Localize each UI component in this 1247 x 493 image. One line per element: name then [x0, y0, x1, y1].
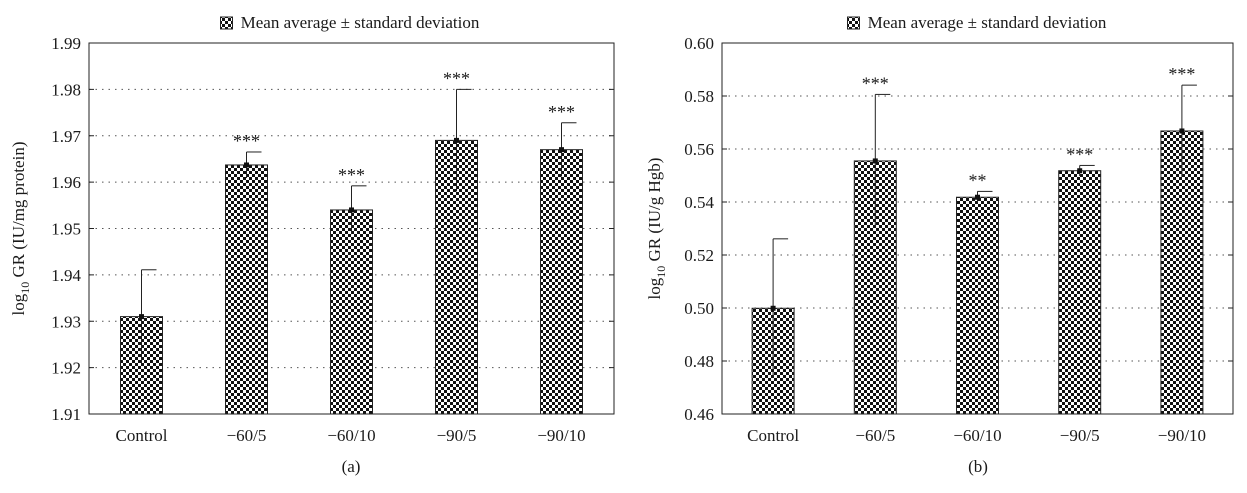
y-tick-label: 0.48 — [684, 352, 714, 371]
y-axis-label-subscript: 10 — [654, 266, 668, 278]
mean-marker — [139, 314, 144, 320]
y-axis-label-log: log — [9, 293, 28, 315]
y-tick-label: 1.98 — [51, 80, 81, 99]
y-axis-label: log10 GR (IU/mg protein) — [9, 142, 32, 316]
significance-label: *** — [338, 165, 365, 185]
mean-marker — [872, 158, 878, 164]
y-tick-label: 0.58 — [684, 87, 714, 106]
y-tick-label: 1.92 — [51, 359, 81, 378]
plot-frame — [88, 42, 615, 415]
x-tick-label: −60/10 — [953, 426, 1001, 445]
y-tick-label: 1.94 — [51, 266, 81, 285]
legend-label: Mean average ± standard deviation — [241, 13, 480, 32]
y-tick-label: 1.95 — [51, 220, 81, 239]
y-tick-label: 1.91 — [51, 405, 81, 424]
legend-swatch — [220, 16, 233, 30]
x-tick-label: −90/5 — [437, 426, 477, 445]
significance-label: ** — [969, 170, 987, 190]
mean-marker — [1077, 168, 1083, 174]
mean-marker — [559, 147, 564, 153]
y-axis-label-subscript: 10 — [18, 282, 32, 294]
significance-label: *** — [233, 131, 260, 151]
mean-marker — [349, 207, 354, 213]
y-tick-label: 0.54 — [684, 193, 714, 212]
x-tick-label: −60/10 — [327, 426, 375, 445]
legend: Mean average ± standard deviation — [847, 13, 1107, 32]
chart-panel-2: Mean average ± standard deviation 0.46 0.4… — [645, 13, 1234, 476]
y-tick-label: 1.93 — [51, 312, 81, 331]
mean-marker — [770, 305, 776, 311]
legend-swatch — [847, 16, 860, 30]
bar-3 — [330, 209, 373, 415]
significance-label: *** — [443, 68, 470, 88]
legend: Mean average ± standard deviation — [220, 13, 480, 32]
y-axis-label-text: GR (IU/g Hgb) — [645, 158, 664, 266]
y-tick-label: 1.97 — [51, 127, 81, 146]
y-axis-label: log10 GR (IU/g Hgb) — [645, 158, 668, 300]
panel-label: (a) — [342, 457, 361, 476]
y-tick-label: 0.50 — [684, 299, 714, 318]
panel-label: (b) — [968, 457, 988, 476]
significance-label: *** — [862, 73, 889, 93]
bar-2 — [225, 164, 268, 415]
plot-frame — [721, 42, 1234, 415]
significance-label: *** — [548, 102, 575, 122]
y-axis-label-log: log — [645, 277, 664, 299]
x-tick-label: Control — [747, 426, 799, 445]
significance-label: *** — [1066, 144, 1093, 164]
bar-5 — [540, 149, 583, 415]
significance-label: *** — [1168, 64, 1195, 84]
x-tick-label: −60/5 — [227, 426, 267, 445]
y-tick-label: 0.52 — [684, 246, 714, 265]
legend-label: Mean average ± standard deviation — [868, 13, 1107, 32]
mean-marker — [1179, 128, 1185, 134]
y-tick-label: 0.56 — [684, 140, 714, 159]
bar-4 — [1058, 170, 1102, 415]
y-tick-label: 0.60 — [684, 34, 714, 53]
bar-3 — [956, 196, 999, 415]
x-tick-label: −90/10 — [1158, 426, 1206, 445]
y-tick-label: 1.96 — [51, 173, 81, 192]
mean-marker — [454, 137, 459, 143]
y-axis-label-text: GR (IU/mg protein) — [9, 142, 28, 282]
x-tick-label: −90/5 — [1060, 426, 1100, 445]
x-tick-label: −60/5 — [855, 426, 895, 445]
x-tick-label: Control — [116, 426, 168, 445]
x-tick-label: −90/10 — [537, 426, 585, 445]
mean-marker — [975, 194, 980, 200]
chart-panel-1: Mean average ± standard deviation 1.91 1.9… — [9, 13, 615, 476]
y-tick-label: 1.99 — [51, 34, 81, 53]
y-tick-label: 0.46 — [684, 405, 714, 424]
mean-marker — [244, 162, 249, 168]
